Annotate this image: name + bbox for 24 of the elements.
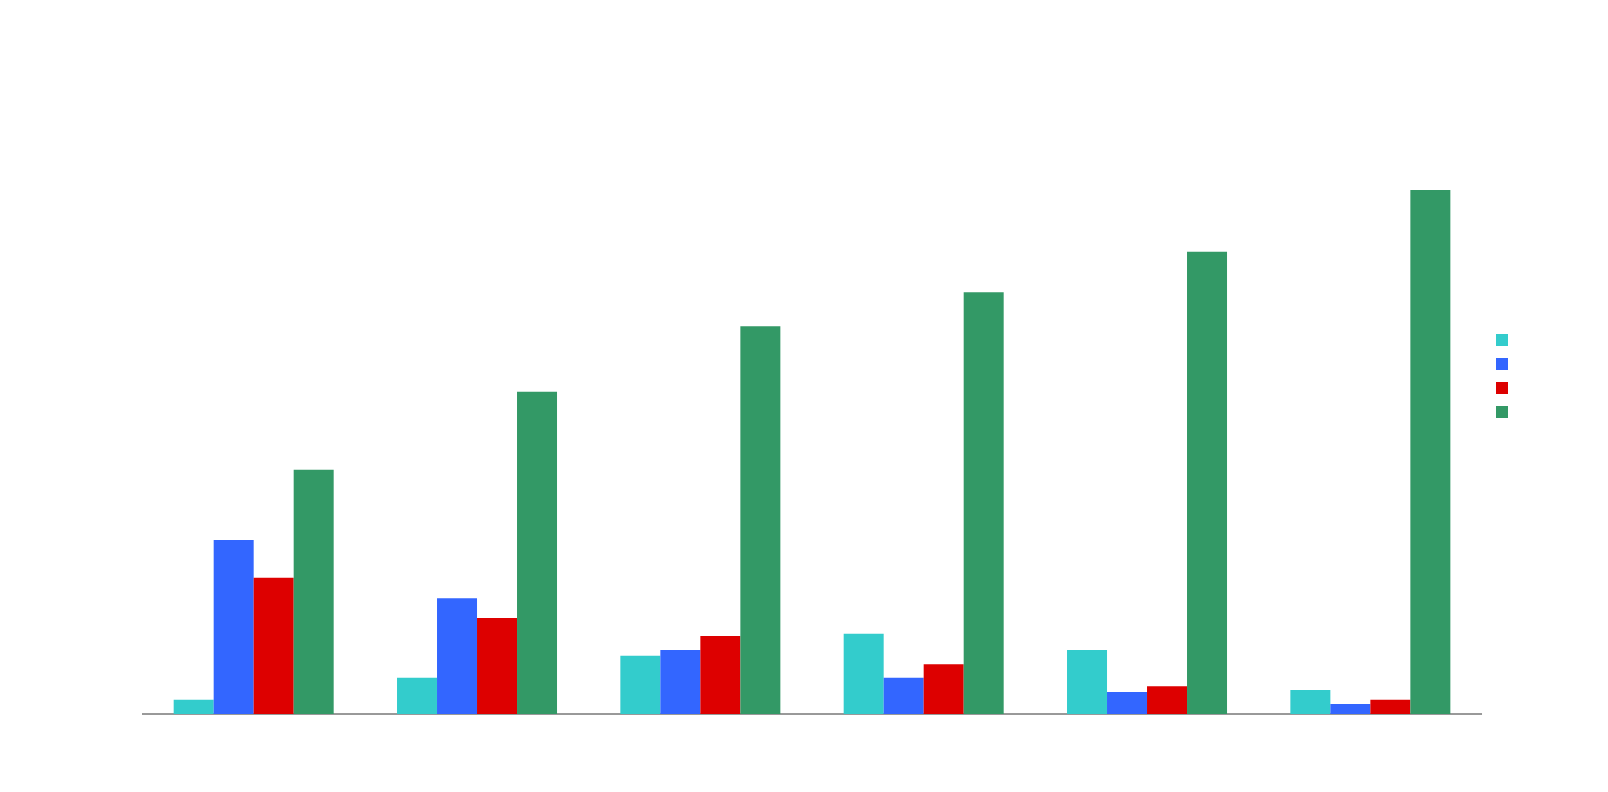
- bar: [620, 655, 661, 714]
- bar: [843, 633, 884, 714]
- bar: [1330, 704, 1371, 714]
- bar: [477, 618, 518, 714]
- bar: [883, 677, 924, 714]
- bar: [1187, 251, 1228, 714]
- bar: [923, 664, 964, 714]
- bar: [1410, 189, 1451, 714]
- bar: [293, 469, 334, 714]
- bar: [1067, 650, 1108, 714]
- bar: [437, 598, 478, 714]
- bar: [397, 677, 438, 714]
- bar: [963, 292, 1004, 714]
- bar: [660, 650, 701, 714]
- bar: [1147, 686, 1188, 714]
- bar: [253, 577, 294, 714]
- bar: [1370, 699, 1411, 714]
- bar: [740, 326, 781, 714]
- bar: [1107, 691, 1148, 714]
- bar: [1290, 689, 1331, 714]
- bar: [173, 699, 214, 714]
- bar: [700, 635, 741, 714]
- bar: [213, 540, 254, 714]
- bar: [517, 391, 558, 714]
